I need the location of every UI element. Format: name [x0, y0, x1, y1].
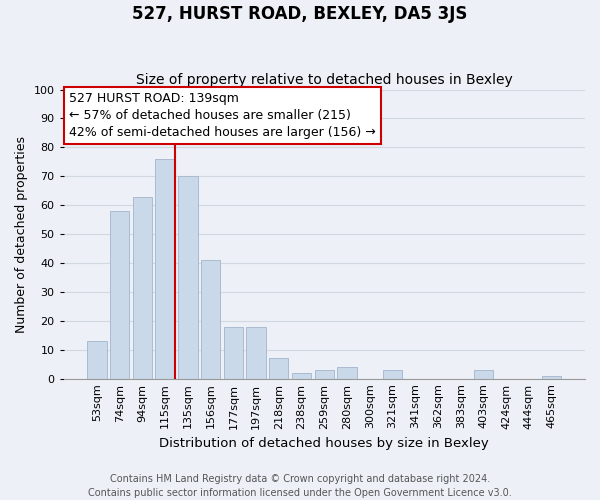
Text: 527 HURST ROAD: 139sqm
← 57% of detached houses are smaller (215)
42% of semi-de: 527 HURST ROAD: 139sqm ← 57% of detached… [69, 92, 376, 140]
Text: 527, HURST ROAD, BEXLEY, DA5 3JS: 527, HURST ROAD, BEXLEY, DA5 3JS [133, 5, 467, 23]
Bar [337, 367, 356, 378]
Bar [87, 341, 107, 378]
Bar [133, 196, 152, 378]
Bar [178, 176, 197, 378]
Bar [110, 211, 130, 378]
Bar [292, 373, 311, 378]
Bar [474, 370, 493, 378]
Y-axis label: Number of detached properties: Number of detached properties [15, 136, 28, 332]
Bar [542, 376, 561, 378]
Bar [155, 159, 175, 378]
Title: Size of property relative to detached houses in Bexley: Size of property relative to detached ho… [136, 73, 512, 87]
Bar [383, 370, 402, 378]
Bar [269, 358, 289, 378]
Bar [314, 370, 334, 378]
Bar [247, 326, 266, 378]
X-axis label: Distribution of detached houses by size in Bexley: Distribution of detached houses by size … [160, 437, 489, 450]
Bar [224, 326, 243, 378]
Bar [201, 260, 220, 378]
Text: Contains HM Land Registry data © Crown copyright and database right 2024.
Contai: Contains HM Land Registry data © Crown c… [88, 474, 512, 498]
